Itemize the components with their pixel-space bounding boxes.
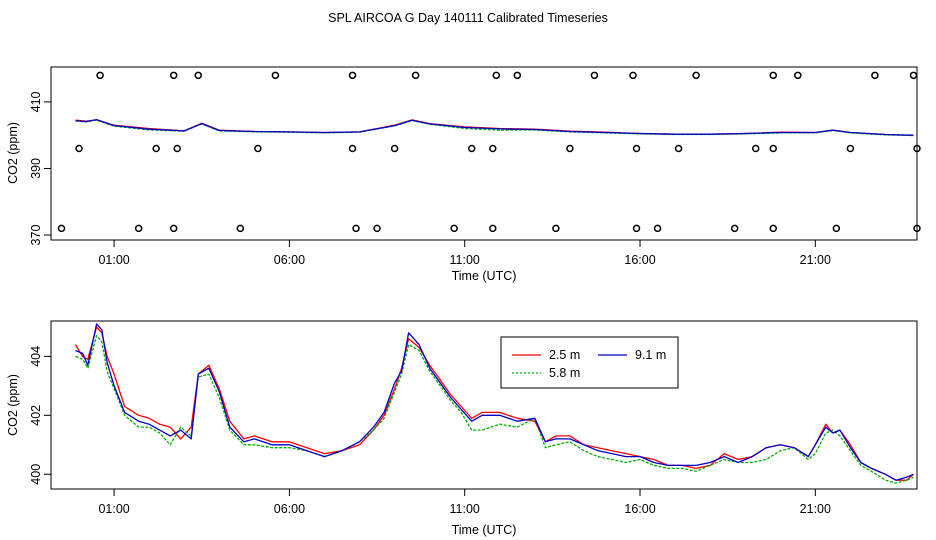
bottom-plot-frame [50, 320, 918, 490]
scatter-point [352, 224, 360, 233]
scatter-point [730, 224, 739, 233]
chart-title: SPL AIRCOA G Day 140111 Calibrated Times… [328, 11, 608, 25]
bottom-y-tick-label: 400 [29, 464, 43, 485]
scatter-point [348, 71, 357, 80]
scatter-point [832, 224, 841, 233]
scatter-point [96, 71, 104, 80]
top-series-line-3 [75, 118, 914, 136]
scatter-point [173, 144, 181, 153]
bottom-series-line-2 [75, 335, 914, 484]
top-panel: 01:00 06:00 11:00 16:00 21:00 370 390 410 Time… [6, 66, 921, 283]
scatter-point [769, 144, 778, 153]
scatter-point [373, 224, 381, 233]
top-y-tick-label: 370 [29, 225, 43, 246]
bottom-y-tick-label: 402 [29, 405, 43, 426]
scatter-point [846, 144, 855, 153]
scatter-point [653, 224, 662, 233]
bottom-y-ticks: 400 402 404 [29, 346, 51, 485]
bottom-y-axis-label: CO2 (ppm) [6, 374, 20, 436]
top-x-tick-label: 11:00 [450, 253, 480, 267]
scatter-point [632, 144, 641, 153]
scatter-point [794, 71, 802, 80]
scatter-point [674, 144, 683, 153]
bottom-series-line-1 [74, 326, 914, 481]
scatter-point [236, 224, 245, 233]
scatter-point [913, 224, 921, 233]
scatter-point [632, 224, 641, 233]
scatter-point [513, 71, 522, 80]
scatter-point [390, 144, 399, 153]
top-scatter-points [57, 71, 921, 233]
top-y-tick-label: 390 [29, 158, 43, 179]
top-x-tick-label: 16:00 [624, 253, 655, 267]
scatter-point [134, 224, 143, 233]
scatter-point [254, 144, 262, 153]
scatter-point [629, 71, 637, 80]
top-x-tick-label: 21:00 [800, 253, 831, 267]
scatter-point [769, 224, 778, 233]
scatter-point [194, 71, 203, 80]
scatter-point [348, 144, 357, 153]
legend-label-2-5m: 2.5 m [549, 348, 580, 362]
scatter-point [909, 71, 918, 80]
top-series-line-1 [75, 119, 914, 137]
bottom-x-axis-label: Time (UTC) [452, 523, 517, 537]
scatter-point [411, 71, 420, 80]
bottom-y-tick-label: 404 [29, 346, 43, 367]
bottom-x-tick-label: 06:00 [274, 502, 305, 516]
bottom-x-ticks: 01:00 06:00 11:00 16:00 21:00 [98, 489, 831, 516]
top-y-tick-label: 410 [29, 91, 43, 112]
scatter-point [692, 71, 700, 80]
top-y-axis-label: CO2 (ppm) [6, 122, 20, 184]
bottom-series-line-3 [75, 323, 914, 481]
top-x-tick-label: 01:00 [98, 253, 129, 267]
legend-label-5-8m: 5.8 m [549, 366, 580, 380]
scatter-point [566, 144, 574, 153]
top-y-ticks: 370 390 410 [29, 91, 51, 245]
bottom-x-tick-label: 01:00 [98, 502, 129, 516]
scatter-point [489, 224, 497, 233]
top-plot-frame [50, 66, 918, 241]
top-x-tick-label: 06:00 [274, 253, 305, 267]
legend-label-9-1m: 9.1 m [635, 348, 666, 362]
scatter-point [489, 144, 497, 153]
scatter-point [492, 71, 501, 80]
bottom-x-tick-label: 11:00 [450, 502, 480, 516]
scatter-point [871, 71, 879, 80]
scatter-point [169, 224, 178, 233]
bottom-x-tick-label: 21:00 [800, 502, 831, 516]
scatter-point [152, 144, 160, 153]
scatter-point [913, 144, 921, 153]
scatter-point [57, 224, 66, 233]
scatter-point [271, 71, 280, 80]
scatter-point [169, 71, 178, 80]
bottom-panel: 01:00 06:00 11:00 16:00 21:00 400 402 404 Time… [6, 320, 918, 537]
legend-box [500, 336, 679, 389]
scatter-point [552, 224, 560, 233]
top-series-lines [75, 118, 914, 137]
scatter-point [467, 144, 476, 153]
legend: 2.5 m 5.8 m 9.1 m [500, 336, 679, 389]
bottom-series-lines [74, 323, 914, 484]
scatter-point [75, 144, 83, 153]
scatter-point [590, 71, 599, 80]
top-x-axis-label: Time (UTC) [452, 269, 517, 283]
bottom-x-tick-label: 16:00 [624, 502, 655, 516]
scatter-point [769, 71, 778, 80]
scatter-point [450, 224, 458, 233]
scatter-point [751, 144, 760, 153]
top-x-ticks: 01:00 06:00 11:00 16:00 21:00 [98, 240, 831, 267]
